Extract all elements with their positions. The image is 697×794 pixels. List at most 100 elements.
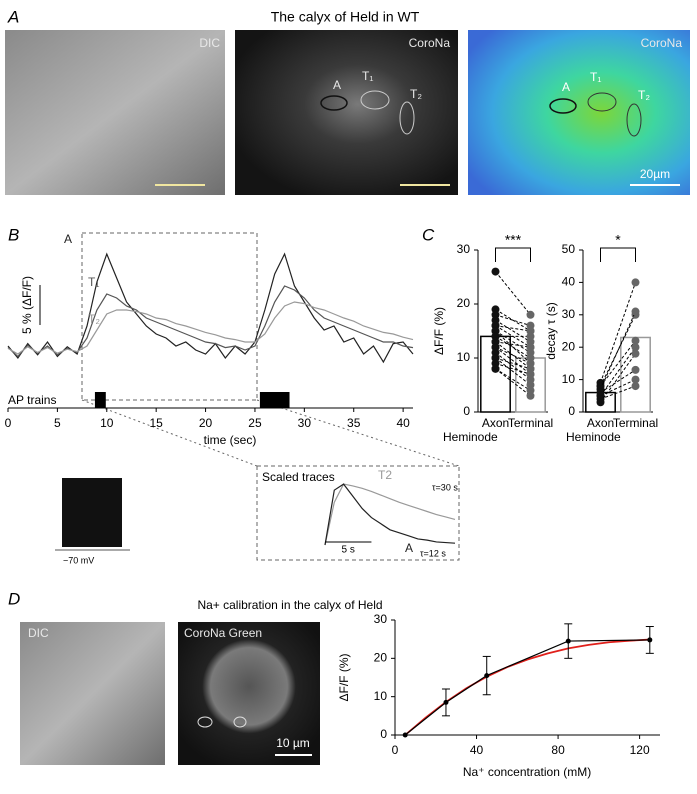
x-tick-label: 120 [630,743,650,757]
chart-title: Scaled traces [262,470,335,484]
data-point [443,699,449,705]
image [178,622,320,765]
data-point [484,673,490,679]
x-axis-label: Heminode [443,430,498,444]
inset-box [256,465,460,561]
y-tick-label: 30 [562,307,576,321]
pair-line [495,346,531,375]
panel-label: D [8,589,20,608]
trace [324,483,456,546]
roi [549,98,577,114]
image [468,30,690,195]
data-point [631,336,640,345]
y-tick-label: 10 [457,350,471,364]
pair-line [495,319,531,343]
pair-line [495,346,531,364]
data-point [631,278,640,287]
pair-line [600,340,636,387]
x-tick-label: 25 [248,416,262,430]
x-axis-label: time (sec) [204,433,257,447]
pair-line [495,314,531,327]
stim-label: AP trains [8,393,56,407]
x-tick-label: 10 [100,416,114,430]
x-tick-label: 30 [298,416,312,430]
y-tick-label: 30 [457,242,471,256]
x-tick-label: 20 [199,416,213,430]
trace [7,252,414,364]
series-label: T₂ [88,312,100,326]
data-point [565,638,571,644]
image [5,30,225,195]
x-tick-label: 35 [347,416,361,430]
pair-line [495,341,531,348]
data-point [631,382,640,391]
trace [324,483,456,546]
pair-line [495,325,531,332]
annotation: τ=30 s [432,482,458,492]
pair-line [600,379,636,397]
x-tick-label: Axon [587,416,614,430]
series-label: A [64,232,72,246]
pair-line [495,341,531,370]
data-point [526,343,535,352]
scale-label: 10 µm [276,736,310,750]
panel-label: B [8,225,19,244]
pair-line [600,385,636,400]
data-point [526,310,535,319]
significance-bracket [600,247,636,262]
pair-line [495,357,531,370]
x-tick-label: 0 [392,743,399,757]
pair-line [600,311,636,390]
roi-label: A [333,78,341,92]
roi [626,103,642,137]
zoom-line [256,399,460,467]
pair-line [495,362,531,375]
y-tick-label: 20 [562,339,576,353]
y-tick-label: 40 [562,275,576,289]
y-axis-label: ΔF/F (%) [337,653,351,701]
significance-bracket [495,247,531,262]
significance: *** [505,232,522,248]
image-label: CoroNa Green [184,626,262,640]
roi [197,716,213,728]
y-tick-label: 0 [380,727,387,741]
y-tick-label: 0 [463,404,470,418]
scale-label: 5 s [342,545,355,556]
image [20,622,165,765]
trace [7,301,414,355]
scale-label: 5 % (ΔF/F) [20,276,34,334]
x-tick-label: Axon [482,416,509,430]
data-point [631,349,640,358]
y-tick-label: 10 [562,372,576,386]
pair-line [495,271,531,316]
y-tick-label: 0 [568,404,575,418]
x-tick-label: Terminal [508,416,553,430]
image-label: DIC [199,36,220,50]
roi-label: T₂ [638,88,650,102]
x-tick-label: 5 [54,416,61,430]
data-point [647,637,653,643]
x-tick-label: 15 [149,416,163,430]
pair-line [495,368,531,391]
roi [360,90,390,110]
pair-line [600,314,636,387]
zoom-box [81,232,258,401]
scale-label: 20µm [640,167,670,181]
data-point [631,307,640,316]
roi [320,95,348,111]
series-label: A [405,541,413,555]
x-tick-label: Terminal [613,416,658,430]
data-point [526,391,535,400]
stimulus [94,392,106,408]
panel-label: C [422,225,435,244]
roi [399,101,415,135]
pair-line [495,335,531,359]
data-point [526,370,535,379]
data-point [491,267,500,276]
data-point [631,365,640,374]
image [235,30,458,195]
ephys-trace [62,478,122,547]
image-label: DIC [28,626,49,640]
